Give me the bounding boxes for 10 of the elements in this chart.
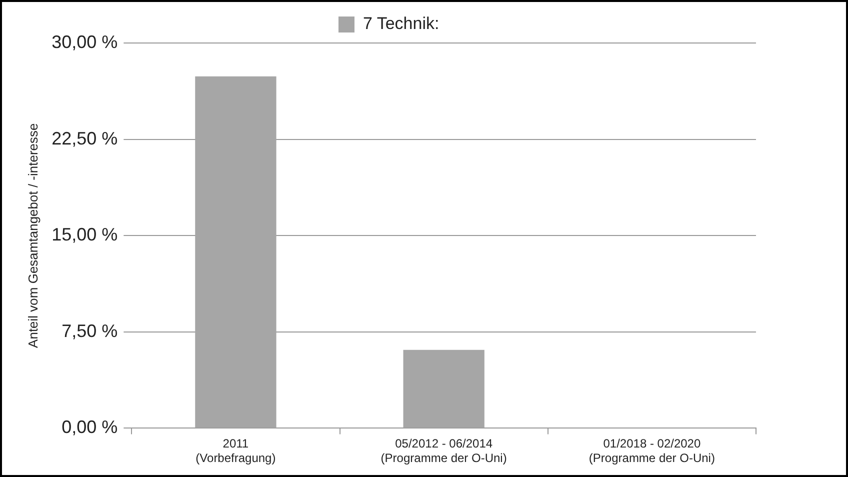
y-tick-label: 15,00 % <box>52 224 118 245</box>
y-tick-label: 7,50 % <box>62 320 118 341</box>
y-axis-title: Anteil vom Gesamtangebot / -interesse <box>25 123 40 348</box>
legend-label: 7 Technik: <box>362 14 440 34</box>
x-tick-label: 2011 (Vorbefragung) <box>196 436 276 466</box>
x-tick-label: 05/2012 - 06/2014 (Programme der O-Uni) <box>380 436 507 466</box>
y-tick-label: 0,00 % <box>62 417 118 438</box>
x-tick-label: 01/2018 - 02/2020 (Programme der O-Uni) <box>588 436 715 466</box>
y-tick-label: 30,00 % <box>52 32 118 52</box>
y-tick-label: 22,50 % <box>52 128 118 148</box>
